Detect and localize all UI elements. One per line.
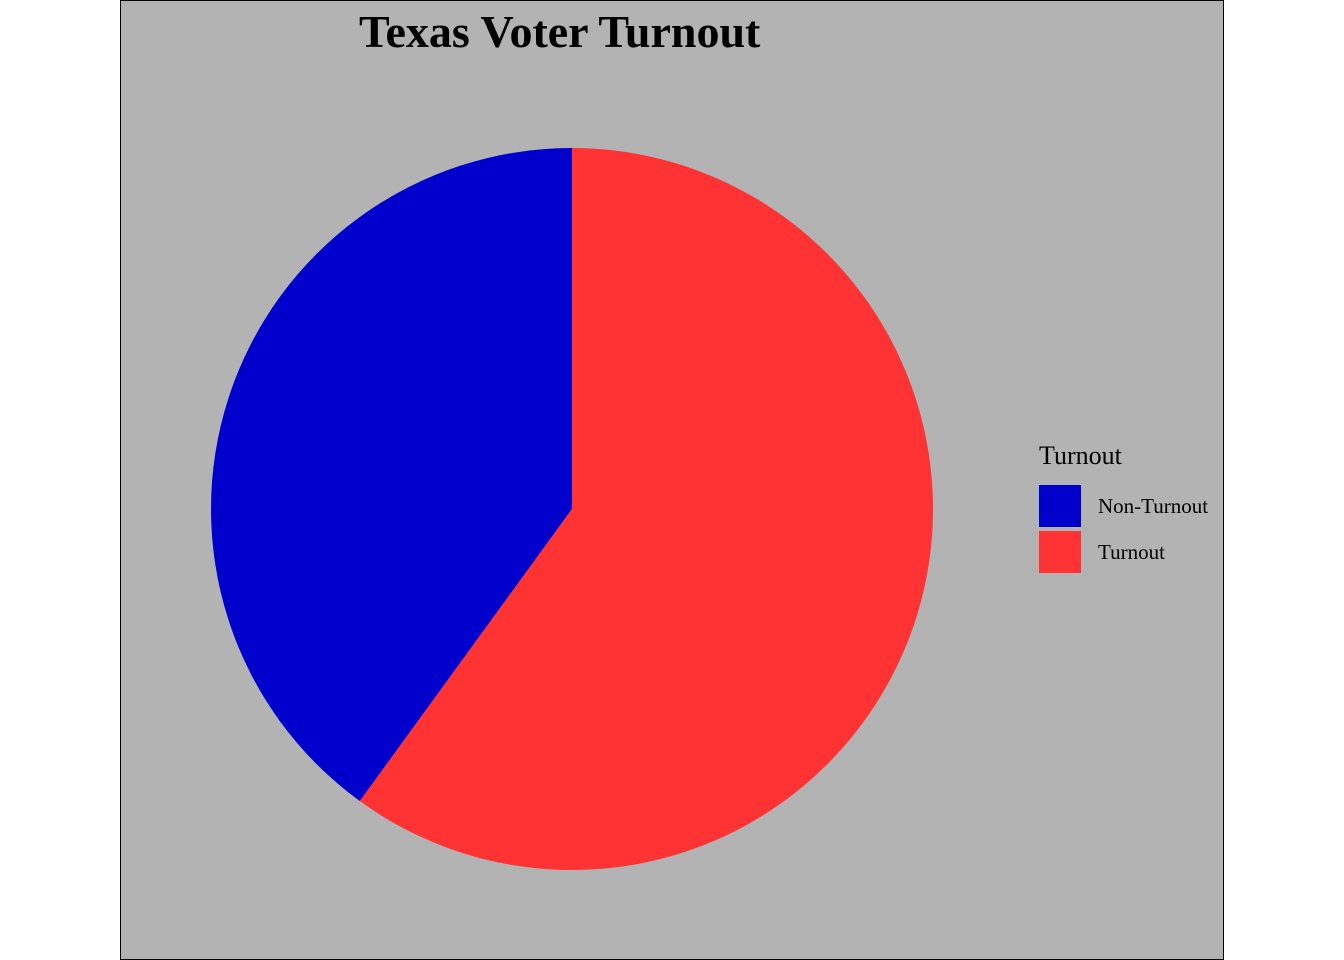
- legend-label-non-turnout: Non-Turnout: [1098, 493, 1209, 518]
- legend-title: Turnout: [1039, 441, 1122, 470]
- pie-slice-non-turnout: [211, 148, 572, 802]
- legend-item-turnout: Turnout: [1039, 529, 1208, 575]
- legend-key-non-turnout: [1039, 485, 1081, 527]
- pie-chart: [211, 148, 933, 870]
- pie-slice-turnout: [359, 148, 933, 870]
- legend-key-turnout: [1039, 531, 1081, 573]
- legend: Turnout Non-Turnout Turnout: [1039, 441, 1208, 575]
- legend-item-non-turnout: Non-Turnout: [1039, 483, 1208, 529]
- plot-panel: Texas Voter Turnout Turnout Non-Turnout …: [120, 0, 1224, 960]
- chart-title: Texas Voter Turnout: [359, 6, 761, 57]
- legend-label-turnout: Turnout: [1098, 539, 1165, 564]
